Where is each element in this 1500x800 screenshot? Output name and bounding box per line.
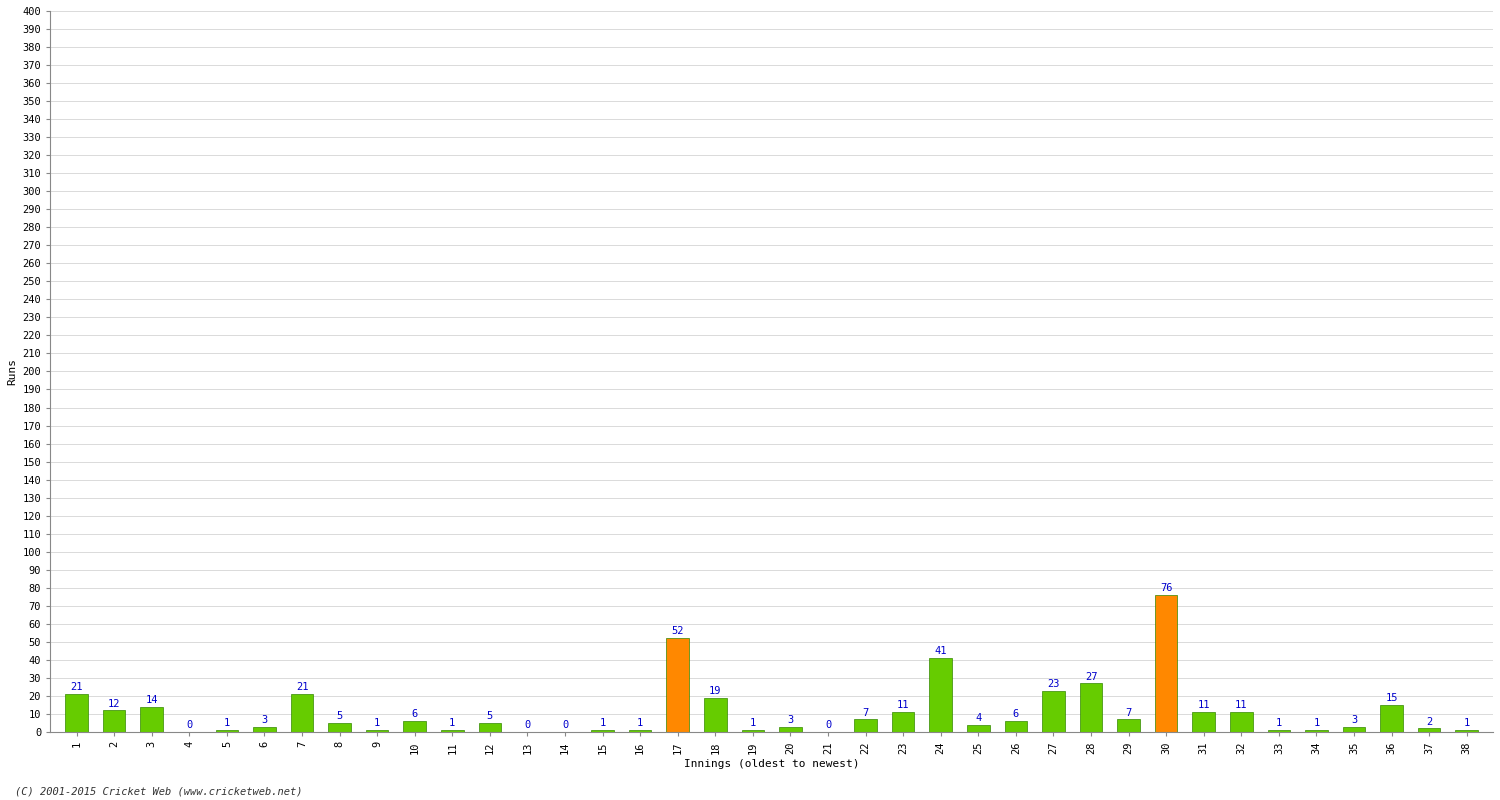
Bar bbox=[628, 730, 651, 732]
Text: 15: 15 bbox=[1386, 693, 1398, 703]
Text: 3: 3 bbox=[1352, 714, 1358, 725]
Bar bbox=[1005, 721, 1028, 732]
Text: 41: 41 bbox=[934, 646, 946, 656]
Bar bbox=[1080, 683, 1102, 732]
Bar bbox=[478, 723, 501, 732]
Bar bbox=[968, 725, 990, 732]
Bar bbox=[441, 730, 464, 732]
Bar bbox=[704, 698, 726, 732]
Text: 5: 5 bbox=[336, 711, 342, 721]
Y-axis label: Runs: Runs bbox=[8, 358, 16, 385]
Bar bbox=[855, 719, 877, 732]
Text: 11: 11 bbox=[1234, 700, 1248, 710]
Bar bbox=[141, 706, 164, 732]
Text: 52: 52 bbox=[672, 626, 684, 637]
Text: 1: 1 bbox=[1464, 718, 1470, 728]
Bar bbox=[1268, 730, 1290, 732]
Text: 0: 0 bbox=[825, 720, 831, 730]
Text: 0: 0 bbox=[562, 720, 568, 730]
Text: 1: 1 bbox=[1314, 718, 1320, 728]
X-axis label: Innings (oldest to newest): Innings (oldest to newest) bbox=[684, 759, 859, 769]
Text: 0: 0 bbox=[525, 720, 531, 730]
Text: 19: 19 bbox=[710, 686, 722, 696]
Text: 5: 5 bbox=[486, 711, 494, 721]
Bar bbox=[1042, 690, 1065, 732]
Text: 23: 23 bbox=[1047, 678, 1059, 689]
Bar bbox=[254, 726, 276, 732]
Text: 7: 7 bbox=[1125, 707, 1131, 718]
Text: 21: 21 bbox=[296, 682, 309, 692]
Text: 3: 3 bbox=[261, 714, 267, 725]
Text: 1: 1 bbox=[1276, 718, 1282, 728]
Bar bbox=[930, 658, 952, 732]
Bar bbox=[741, 730, 764, 732]
Bar bbox=[1230, 712, 1252, 732]
Text: 76: 76 bbox=[1160, 583, 1173, 593]
Bar bbox=[1118, 719, 1140, 732]
Text: 21: 21 bbox=[70, 682, 82, 692]
Text: 6: 6 bbox=[1013, 710, 1019, 719]
Bar bbox=[778, 726, 801, 732]
Bar bbox=[1380, 705, 1402, 732]
Bar bbox=[291, 694, 314, 732]
Text: 1: 1 bbox=[224, 718, 230, 728]
Text: 7: 7 bbox=[862, 707, 868, 718]
Bar bbox=[404, 721, 426, 732]
Text: 1: 1 bbox=[600, 718, 606, 728]
Text: 1: 1 bbox=[750, 718, 756, 728]
Text: 3: 3 bbox=[788, 714, 794, 725]
Bar bbox=[666, 638, 688, 732]
Text: 11: 11 bbox=[897, 700, 909, 710]
Text: 1: 1 bbox=[448, 718, 456, 728]
Bar bbox=[1192, 712, 1215, 732]
Bar bbox=[66, 694, 88, 732]
Text: 11: 11 bbox=[1197, 700, 1210, 710]
Text: 14: 14 bbox=[146, 695, 158, 705]
Text: 0: 0 bbox=[186, 720, 192, 730]
Text: 1: 1 bbox=[374, 718, 381, 728]
Bar bbox=[1155, 595, 1178, 732]
Bar bbox=[1305, 730, 1328, 732]
Bar bbox=[328, 723, 351, 732]
Text: 12: 12 bbox=[108, 698, 120, 709]
Text: 6: 6 bbox=[411, 710, 419, 719]
Bar bbox=[216, 730, 238, 732]
Bar bbox=[104, 710, 126, 732]
Bar bbox=[892, 712, 915, 732]
Bar bbox=[366, 730, 388, 732]
Text: (C) 2001-2015 Cricket Web (www.cricketweb.net): (C) 2001-2015 Cricket Web (www.cricketwe… bbox=[15, 786, 303, 796]
Bar bbox=[1418, 728, 1440, 732]
Text: 1: 1 bbox=[638, 718, 644, 728]
Bar bbox=[591, 730, 613, 732]
Text: 2: 2 bbox=[1426, 717, 1432, 726]
Text: 4: 4 bbox=[975, 713, 981, 723]
Bar bbox=[1342, 726, 1365, 732]
Bar bbox=[1455, 730, 1478, 732]
Text: 27: 27 bbox=[1084, 671, 1098, 682]
